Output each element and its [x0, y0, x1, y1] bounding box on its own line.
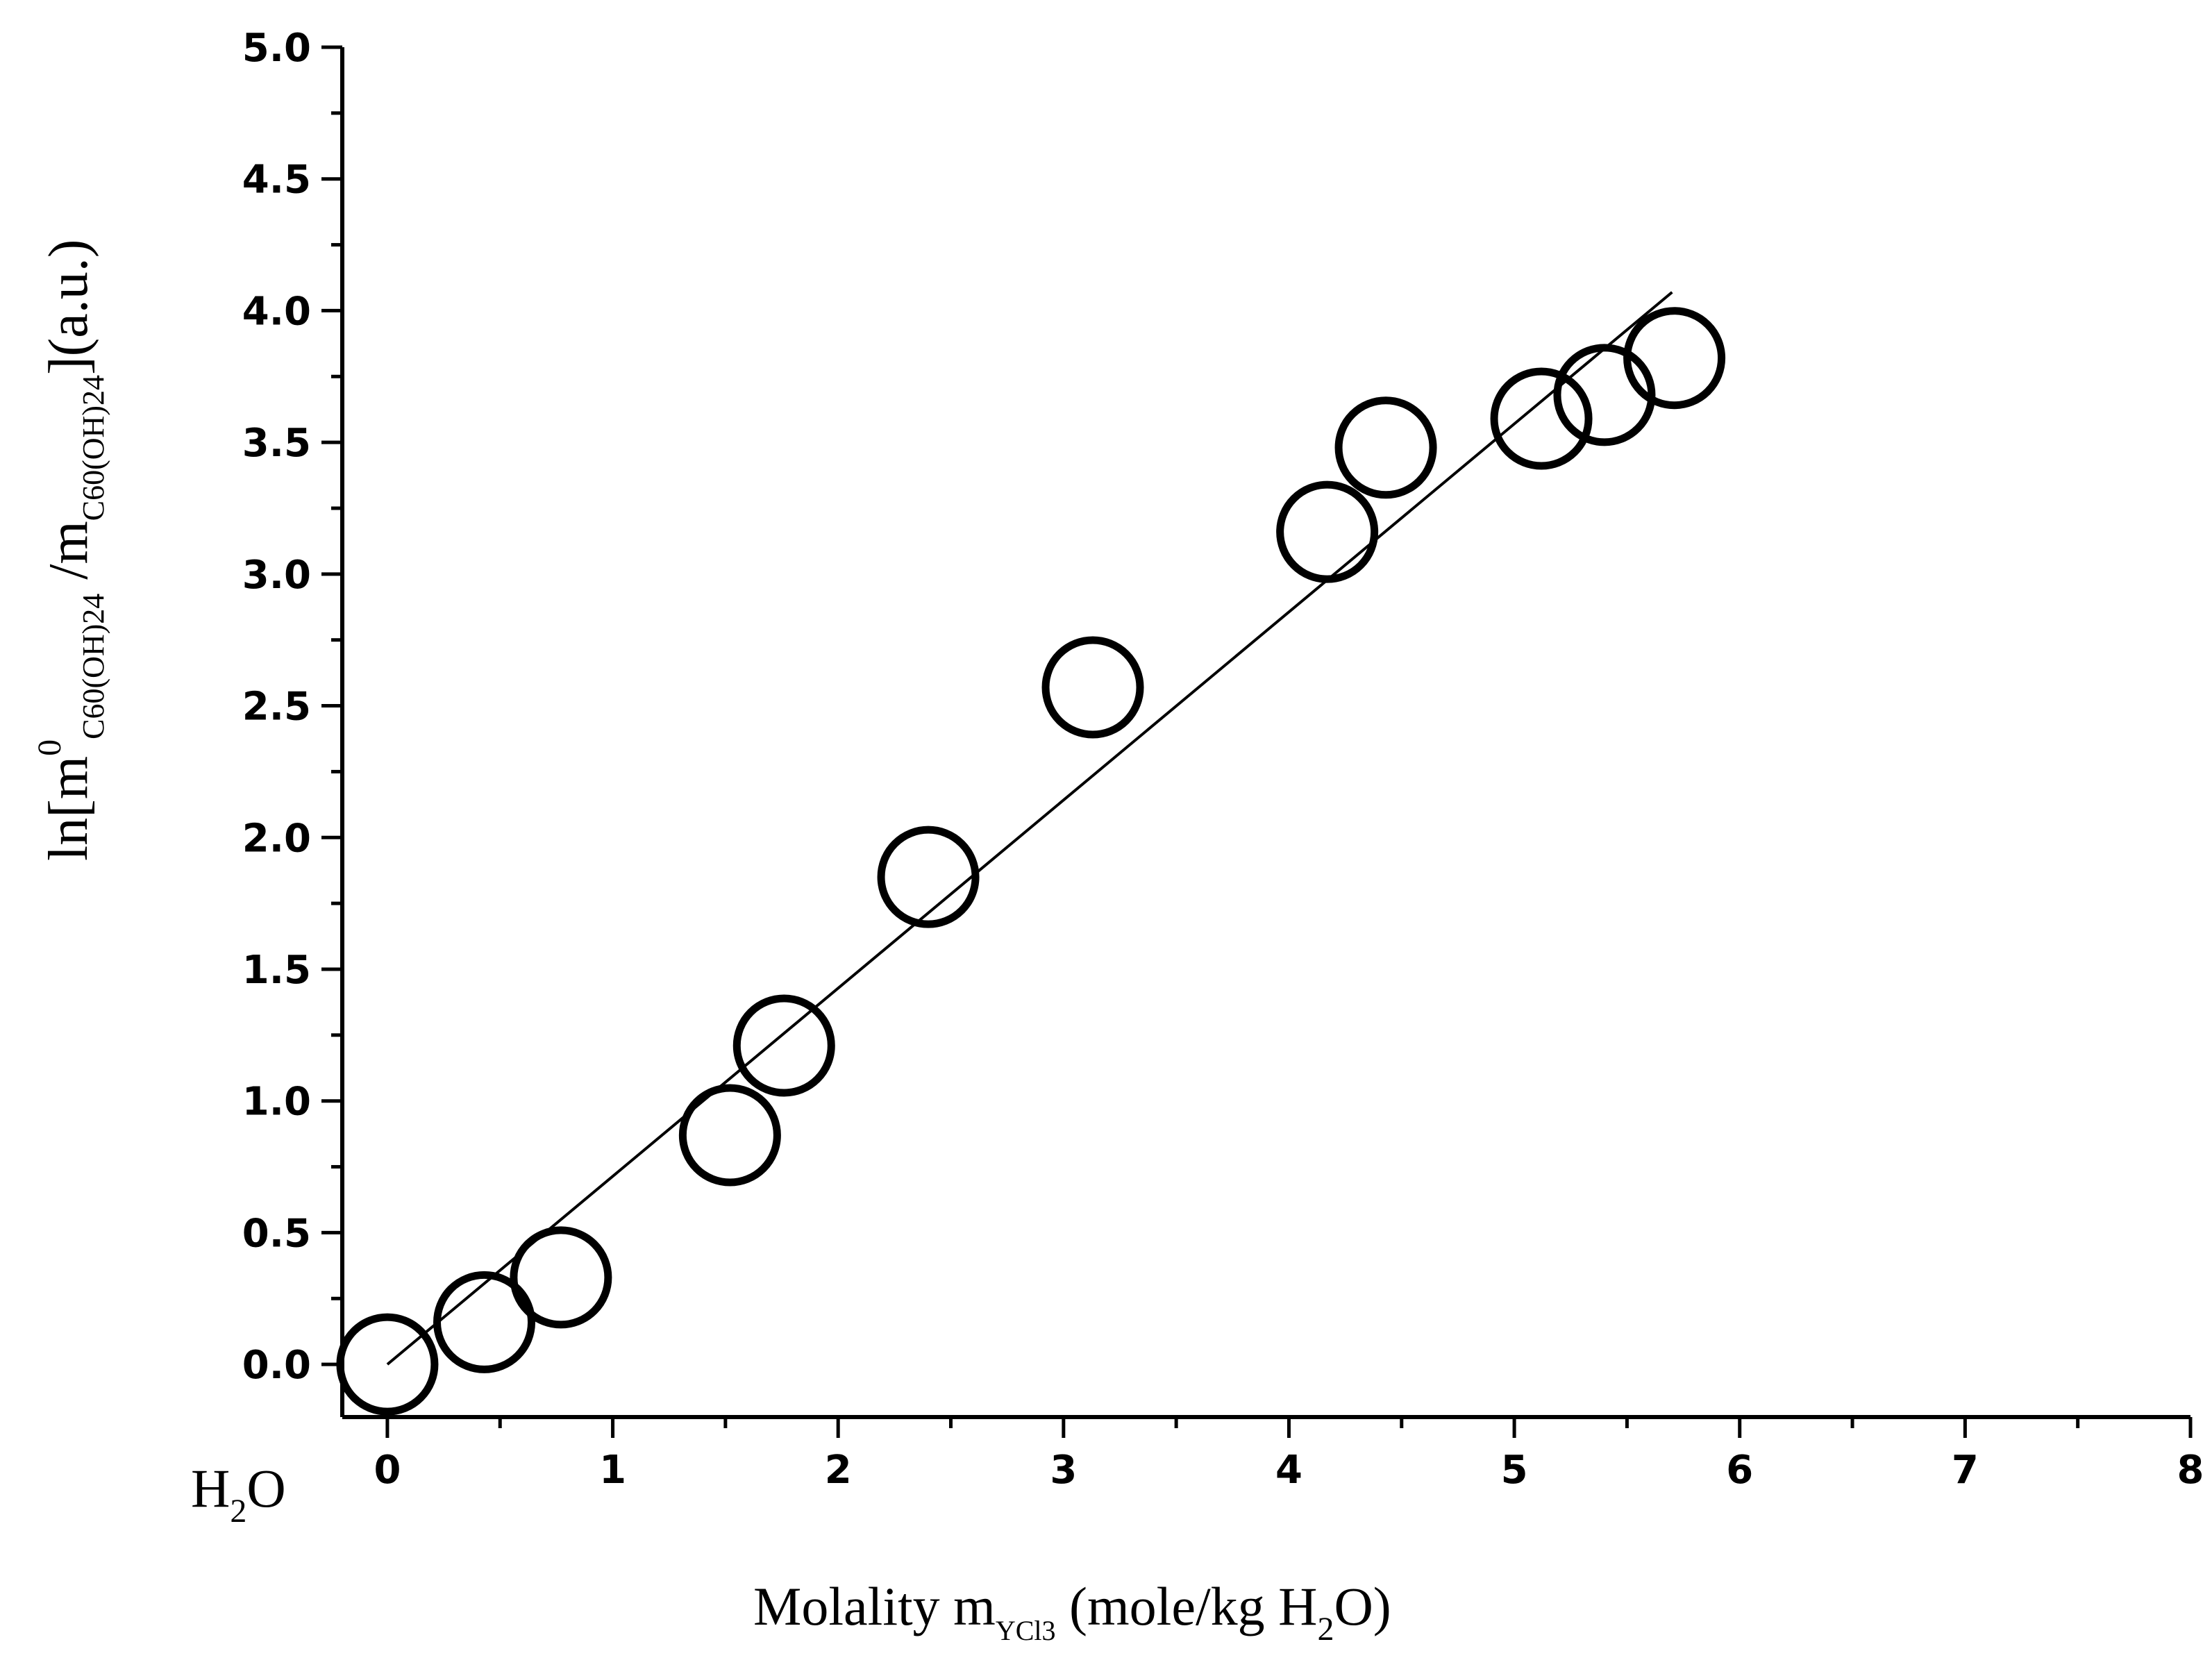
- data-point: [1041, 636, 1144, 739]
- data-points: [336, 307, 1726, 1416]
- y-tick-label: 5.0: [242, 26, 311, 71]
- data-point: [1553, 344, 1656, 446]
- x-tick-label: 3: [1050, 1448, 1077, 1493]
- fit-line: [386, 291, 1673, 1366]
- y-axis-ticks: 0.0 0.5 1.0 1.5 2.0 2.5 3.0 3.5 4.0 4.5 5.0: [242, 26, 342, 1388]
- h2o-label: H2O: [191, 1458, 286, 1530]
- y-tick-label: 2.5: [242, 685, 311, 730]
- y-tick-label: 4.0: [242, 289, 311, 334]
- x-axis-ticks: 0 1 2 3 4 5 6 7 8: [374, 1417, 2204, 1493]
- data-point: [336, 1313, 439, 1416]
- x-tick-label: 7: [1952, 1448, 1979, 1493]
- x-axis-title: Molality mYCl3 (mole/kg H2O): [753, 1576, 1391, 1648]
- y-tick-label: 1.0: [242, 1080, 311, 1125]
- data-point: [732, 994, 835, 1097]
- x-tick-label: 6: [1726, 1448, 1753, 1493]
- x-tick-label: 4: [1275, 1448, 1302, 1493]
- y-axis-title: ln[m0C60(OH)24 /mC60(OH)24](a.u.): [31, 240, 110, 861]
- x-tick-label: 2: [825, 1448, 852, 1493]
- y-tick-label: 0.0: [242, 1343, 311, 1388]
- data-point: [1334, 396, 1437, 499]
- y-tick-label: 2.0: [242, 816, 311, 861]
- data-point: [678, 1084, 781, 1187]
- data-point: [877, 826, 980, 928]
- axes: [340, 47, 2190, 1419]
- y-tick-label: 4.5: [242, 158, 311, 203]
- data-point: [1276, 480, 1379, 583]
- fit-line-group: [386, 291, 1673, 1366]
- y-tick-label: 1.5: [242, 948, 311, 993]
- data-point: [1623, 307, 1726, 410]
- y-tick-label: 3.0: [242, 553, 311, 598]
- data-point: [510, 1226, 612, 1329]
- x-tick-label: 0: [374, 1448, 401, 1493]
- y-tick-label: 0.5: [242, 1211, 311, 1256]
- x-tick-label: 1: [599, 1448, 626, 1493]
- data-point: [433, 1271, 536, 1373]
- y-tick-label: 3.5: [242, 421, 311, 466]
- data-point: [1490, 367, 1593, 470]
- x-tick-label: 8: [2177, 1448, 2204, 1493]
- x-tick-label: 5: [1501, 1448, 1528, 1493]
